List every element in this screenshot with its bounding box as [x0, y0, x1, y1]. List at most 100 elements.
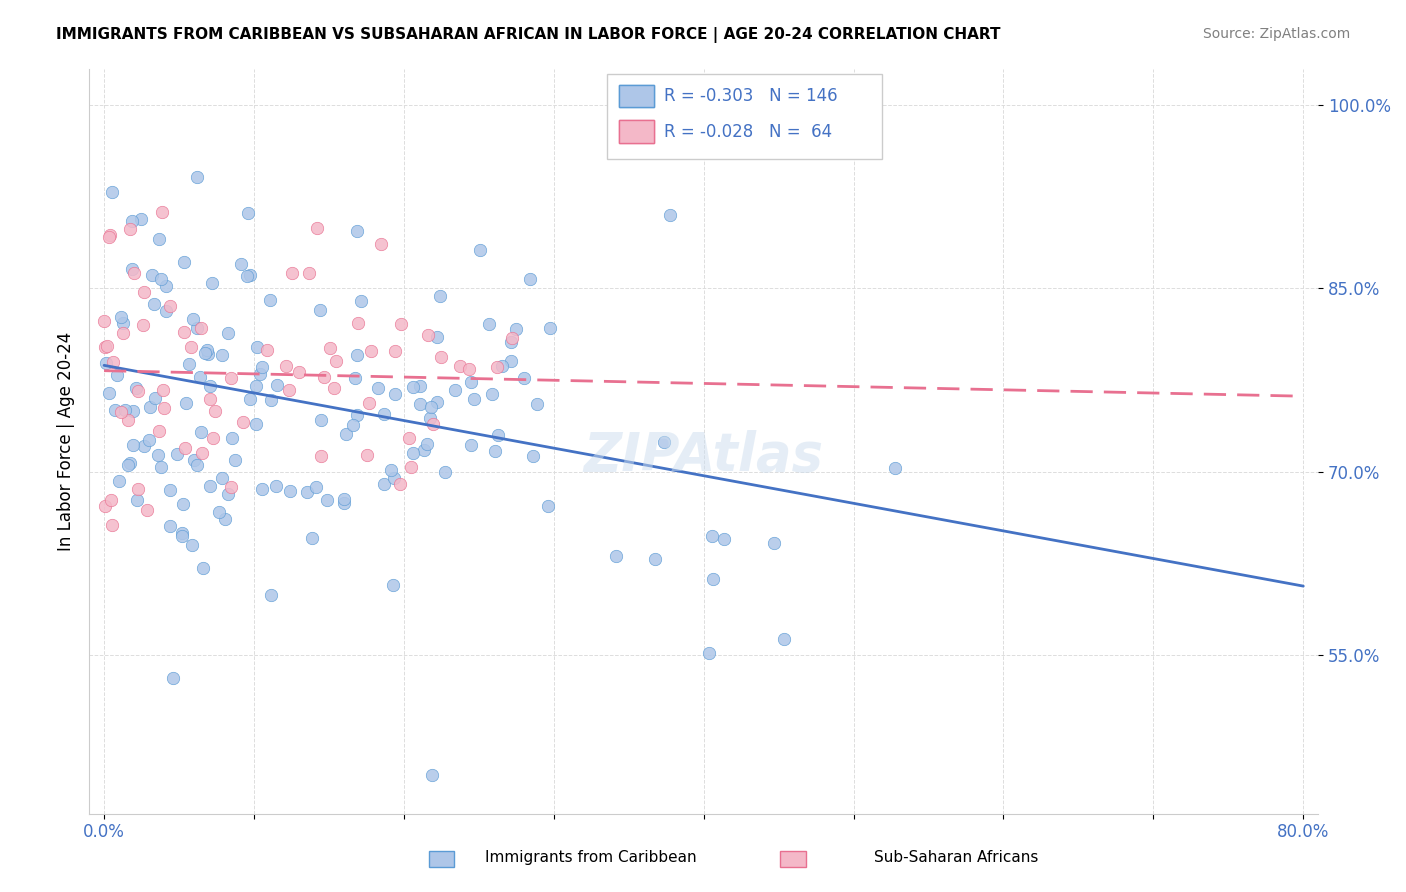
Point — [186, 170, 208, 185]
Text: R = -0.028   N =  64: R = -0.028 N = 64 — [664, 123, 832, 141]
Point — [333, 496, 356, 510]
Point — [512, 371, 534, 385]
Text: ZIPAtlas: ZIPAtlas — [583, 430, 824, 482]
Point — [198, 378, 221, 392]
Point — [325, 354, 347, 368]
Point — [245, 417, 267, 431]
Point — [155, 278, 177, 293]
Point — [644, 552, 666, 566]
Point — [389, 477, 412, 491]
Point — [426, 395, 449, 409]
Point — [190, 320, 212, 334]
Point — [117, 413, 139, 427]
Point — [155, 304, 177, 318]
Point — [373, 477, 395, 491]
Point — [153, 401, 176, 416]
Point — [112, 316, 135, 330]
Point — [162, 671, 184, 685]
Point — [110, 404, 132, 418]
Point — [98, 227, 121, 242]
Point — [519, 272, 541, 286]
Point — [177, 357, 200, 371]
Point — [219, 371, 242, 385]
Point — [229, 257, 252, 271]
Point — [124, 381, 146, 395]
Point — [478, 317, 501, 331]
Point — [197, 346, 219, 360]
Point — [150, 272, 173, 286]
Point — [152, 383, 174, 397]
Point — [311, 413, 333, 427]
Point — [183, 312, 205, 326]
Point — [501, 331, 523, 345]
Text: Sub-Saharan Africans: Sub-Saharan Africans — [875, 850, 1038, 865]
Point — [166, 447, 188, 461]
Point — [486, 428, 509, 442]
Point — [124, 266, 146, 280]
Point — [702, 572, 724, 586]
Point — [697, 646, 720, 660]
Point — [217, 486, 239, 500]
Point — [114, 403, 136, 417]
Point — [173, 325, 195, 339]
Point — [180, 538, 202, 552]
Point — [180, 341, 202, 355]
Point — [221, 432, 243, 446]
Point — [219, 480, 242, 494]
Point — [190, 425, 212, 440]
Point — [148, 424, 170, 438]
Point — [389, 318, 412, 332]
Point — [132, 439, 155, 453]
Point — [193, 561, 215, 575]
Point — [121, 261, 143, 276]
Point — [307, 220, 329, 235]
Point — [143, 296, 166, 310]
Point — [409, 397, 432, 411]
Point — [150, 459, 173, 474]
Point — [232, 415, 254, 429]
Point — [190, 446, 212, 460]
Point — [652, 435, 675, 450]
Point — [505, 322, 527, 336]
Point — [186, 458, 208, 472]
Point — [259, 293, 281, 307]
Point — [460, 376, 482, 390]
Point — [143, 391, 166, 405]
Point — [346, 316, 368, 330]
Point — [449, 359, 471, 373]
Point — [434, 465, 457, 479]
Point — [409, 379, 432, 393]
Point — [426, 330, 449, 344]
Point — [188, 370, 211, 384]
Point — [312, 369, 335, 384]
Point — [173, 441, 195, 455]
Point — [214, 512, 236, 526]
Point — [304, 481, 326, 495]
Point — [238, 206, 260, 220]
Point — [98, 230, 121, 244]
Point — [94, 499, 117, 513]
Text: Immigrants from Caribbean: Immigrants from Caribbean — [485, 850, 696, 865]
Point — [883, 460, 905, 475]
Point — [150, 205, 173, 219]
Point — [356, 448, 378, 462]
Point — [112, 326, 135, 341]
Point — [104, 402, 127, 417]
Point — [333, 491, 356, 506]
Point — [463, 392, 485, 407]
Point — [499, 354, 522, 368]
Text: R = -0.303   N = 146: R = -0.303 N = 146 — [664, 87, 837, 105]
Point — [101, 185, 124, 199]
Point — [422, 417, 444, 431]
Point — [491, 359, 513, 373]
Point — [522, 449, 544, 463]
Point — [458, 362, 481, 376]
Point — [148, 232, 170, 246]
Point — [382, 471, 405, 485]
Point — [322, 381, 344, 395]
Point — [342, 418, 364, 433]
Point — [384, 344, 406, 359]
Point — [122, 438, 145, 452]
Point — [239, 268, 262, 282]
Point — [217, 326, 239, 341]
